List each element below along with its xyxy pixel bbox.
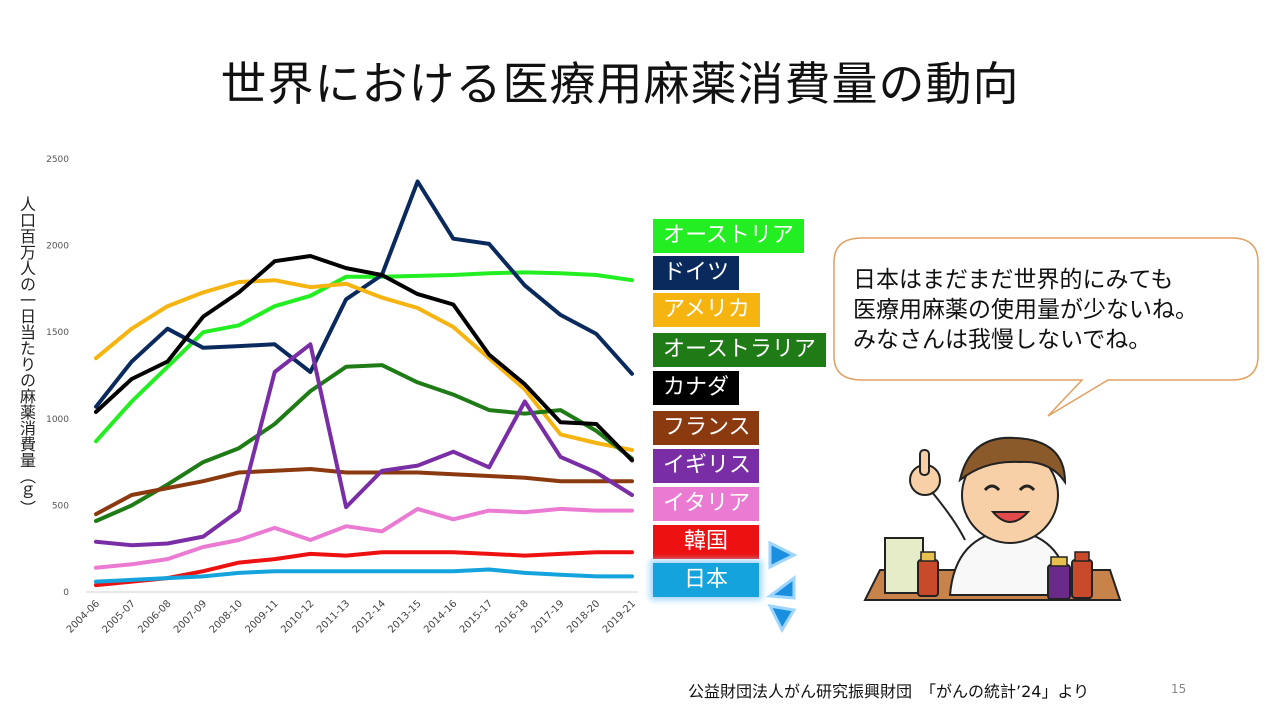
- y-tick-label: 2500: [46, 155, 69, 165]
- legend-item: 日本: [653, 563, 759, 597]
- y-tick-label: 2000: [46, 242, 69, 252]
- series-line: [94, 467, 634, 517]
- legend-item: オーストリア: [653, 219, 804, 253]
- legend-item: 韓国: [653, 525, 759, 559]
- legend: オーストリア ドイツ アメリカオーストラリア カナダフランスイギリスイタリア韓国日本: [653, 0, 833, 600]
- legend-item: ドイツ: [653, 256, 740, 290]
- series-line: [94, 506, 634, 570]
- y-tick-label: 500: [52, 501, 69, 511]
- bubble-line: 日本はまだまだ世界的にみても: [853, 267, 1174, 293]
- arrow-icon-3: [767, 604, 797, 633]
- page-title: 世界における医療用麻薬消費量の動向: [220, 57, 1020, 111]
- legend-item: オーストラリア: [653, 333, 826, 367]
- legend-item: イタリア: [653, 487, 759, 521]
- bubble-line: みなさんは我慢しないでね。: [853, 327, 1152, 353]
- series-line: [94, 567, 634, 584]
- legend-item: イギリス: [653, 449, 759, 483]
- bubble-text: 日本はまだまだ世界的にみても 医療用麻薬の使用量が少ないね。 みなさんは我慢しな…: [853, 265, 1253, 355]
- y-axis-label: 人口百万人の一日当たりの麻薬消費量（ｇ）: [17, 196, 36, 516]
- legend-item: カナダ: [653, 371, 740, 405]
- arrow-icon-2: [765, 575, 796, 600]
- y-tick-label: 0: [63, 588, 69, 598]
- source-citation: 公益財団法人がん研究振興財団 「がんの統計’24」より: [688, 682, 1090, 701]
- doctor-illustration: [863, 436, 1122, 601]
- series-line: [94, 363, 634, 523]
- y-tick-label: 1000: [46, 415, 69, 425]
- page-number: 15: [1171, 682, 1187, 696]
- series-line: [94, 270, 634, 444]
- pointer-arrows: [765, 540, 798, 633]
- y-tick-label: 1500: [46, 328, 69, 338]
- series-line: [94, 342, 634, 548]
- series-line: [94, 254, 634, 463]
- arrow-icon-1: [768, 540, 798, 570]
- series-line: [94, 550, 634, 588]
- bubble-line: 医療用麻薬の使用量が少ないね。: [853, 297, 1198, 323]
- legend-item: フランス: [653, 411, 759, 445]
- legend-item: アメリカ: [653, 293, 760, 327]
